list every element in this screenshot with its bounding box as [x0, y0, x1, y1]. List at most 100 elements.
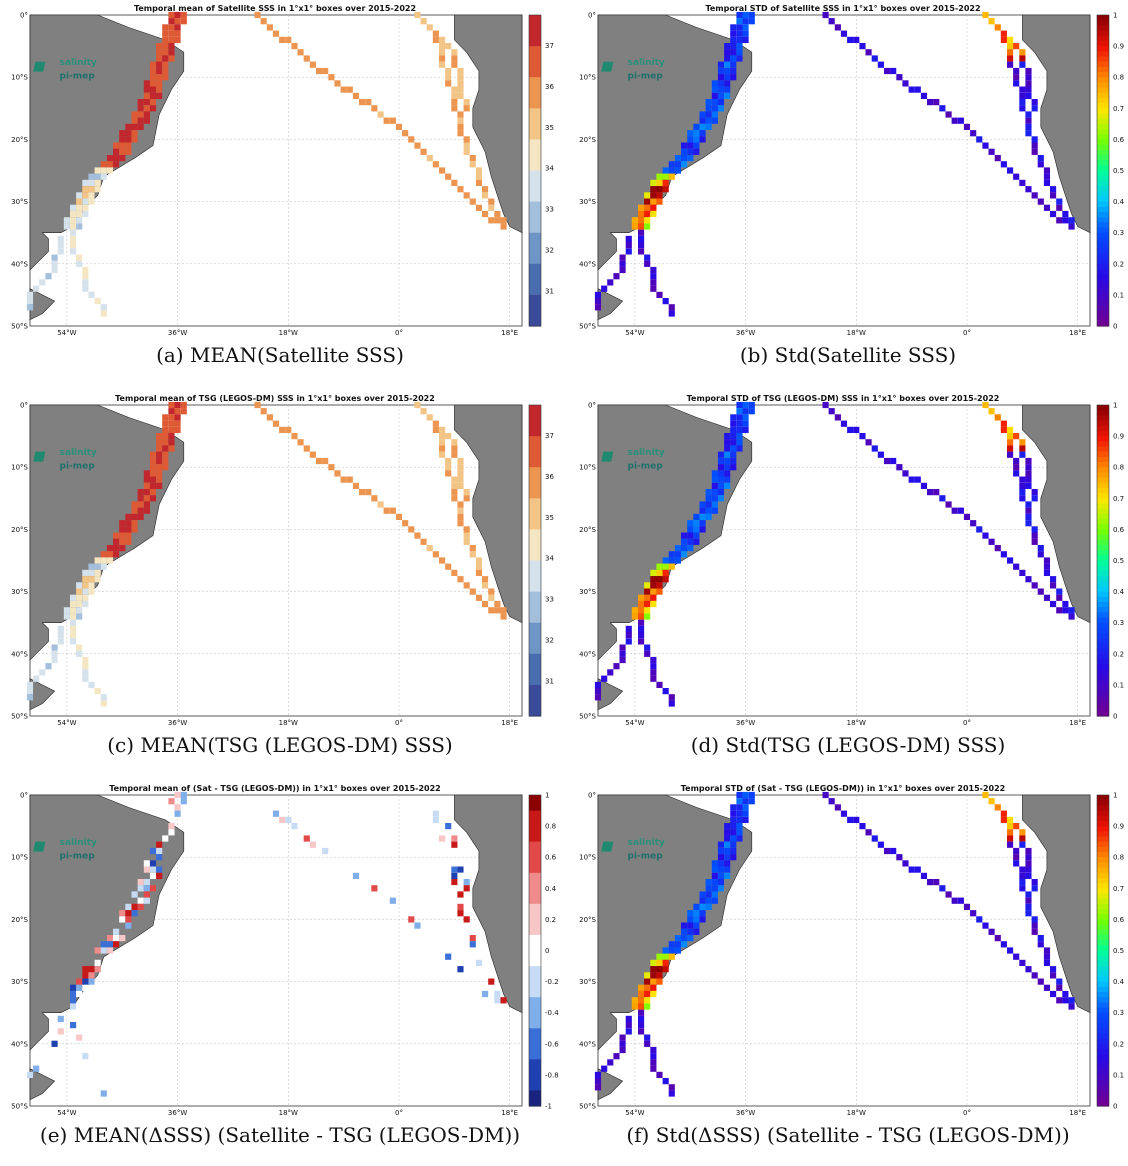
colorbar-step: [1097, 1090, 1109, 1097]
data-cell: [656, 966, 663, 973]
data-cell: [309, 841, 316, 848]
data-cell: [730, 67, 737, 75]
data-cell: [1025, 872, 1032, 880]
colorbar-step: [1097, 405, 1109, 411]
logo-line2: pi-mep: [60, 461, 96, 471]
colorbar-step: [1097, 570, 1109, 577]
data-cell: [890, 67, 897, 75]
colorbar-step: [529, 232, 541, 239]
data-cell: [457, 866, 464, 873]
data-cell: [180, 11, 187, 19]
data-cell: [1056, 594, 1063, 601]
colorbar-step: [1097, 20, 1109, 26]
data-cell: [125, 922, 132, 929]
data-cell: [76, 210, 83, 218]
data-cell: [463, 105, 470, 112]
colorbar-step: [1097, 237, 1109, 244]
data-cell: [174, 18, 181, 25]
data-cell: [420, 408, 427, 415]
data-cell: [730, 30, 737, 37]
data-cell: [828, 408, 835, 415]
data-cell: [100, 563, 107, 570]
lon-tick-label: 36°W: [168, 329, 187, 335]
data-cell: [457, 470, 464, 477]
lon-tick-label: 54°W: [57, 719, 76, 725]
colorbar-step: [1097, 40, 1109, 47]
data-cell: [451, 105, 458, 112]
colorbar-step: [1097, 560, 1109, 567]
data-cell: [1037, 551, 1044, 558]
lat-tick-label: 40°S: [11, 1040, 28, 1048]
data-cell: [106, 557, 114, 564]
data-cell: [724, 464, 731, 471]
data-cell: [371, 105, 378, 112]
data-cell: [402, 130, 409, 137]
data-cell: [88, 576, 95, 583]
data-cell: [717, 495, 725, 502]
data-cell: [174, 408, 181, 415]
data-cell: [1019, 872, 1026, 880]
colorbar-tick-label: 0.4: [1113, 978, 1125, 986]
data-cell: [656, 588, 663, 595]
colorbar-tick-label: -0.2: [545, 978, 559, 986]
lon-tick-label: 36°W: [736, 329, 755, 335]
data-cell: [149, 495, 157, 502]
data-cell: [131, 910, 138, 917]
data-cell: [619, 650, 626, 657]
colorbar-step: [529, 300, 541, 306]
data-cell: [742, 798, 749, 805]
data-cell: [76, 984, 83, 991]
data-cell: [346, 86, 353, 93]
data-cell: [1000, 161, 1007, 168]
data-cell: [711, 891, 718, 898]
colorbar-tick-label: 0.7: [1113, 885, 1124, 893]
data-cell: [927, 489, 934, 496]
colorbar-step: [529, 1080, 541, 1086]
data-cell: [1025, 513, 1032, 521]
colorbar-step: [1097, 420, 1109, 427]
lat-tick-label: 10°S: [579, 74, 596, 82]
data-cell: [650, 192, 657, 199]
colorbar-step: [529, 888, 541, 895]
data-cell: [137, 111, 144, 118]
colorbar-step: [1097, 591, 1109, 598]
lat-tick-label: 0°: [20, 12, 28, 20]
data-cell: [125, 520, 132, 527]
colorbar-step: [1097, 576, 1109, 582]
data-cell: [674, 557, 682, 564]
data-cell: [711, 86, 718, 93]
data-cell: [638, 248, 645, 255]
data-cell: [297, 49, 304, 56]
data-cell: [687, 136, 694, 143]
colorbar-step: [1097, 1012, 1109, 1019]
data-cell: [272, 810, 280, 817]
data-cell: [681, 545, 688, 552]
data-cell: [1007, 835, 1014, 842]
data-cell: [1013, 563, 1020, 570]
data-cell: [656, 959, 663, 967]
data-cell: [976, 916, 983, 923]
data-cell: [625, 632, 632, 639]
colorbar-step: [529, 815, 541, 822]
panel-e: Temporal mean of (Sat - TSG (LEGOS-DM)) …: [0, 780, 560, 1166]
data-cell: [638, 242, 645, 249]
data-cell: [687, 935, 694, 942]
data-cell: [1013, 433, 1020, 440]
data-cell: [143, 80, 150, 87]
data-cell: [644, 613, 651, 620]
lat-tick-label: 50°S: [579, 323, 596, 331]
data-cell: [162, 43, 169, 50]
data-cell: [650, 186, 657, 193]
data-cell: [1025, 910, 1032, 917]
data-cell: [365, 489, 372, 496]
data-cell: [1019, 445, 1026, 452]
data-cell: [94, 179, 101, 187]
data-cell: [1031, 148, 1038, 155]
colorbar: 10.90.80.70.60.50.40.30.20.10: [1096, 792, 1125, 1111]
data-cell: [674, 155, 682, 162]
data-cell: [717, 80, 725, 87]
colorbar-step: [1097, 294, 1109, 301]
colorbar-step: [529, 113, 541, 120]
data-cell: [445, 74, 452, 81]
